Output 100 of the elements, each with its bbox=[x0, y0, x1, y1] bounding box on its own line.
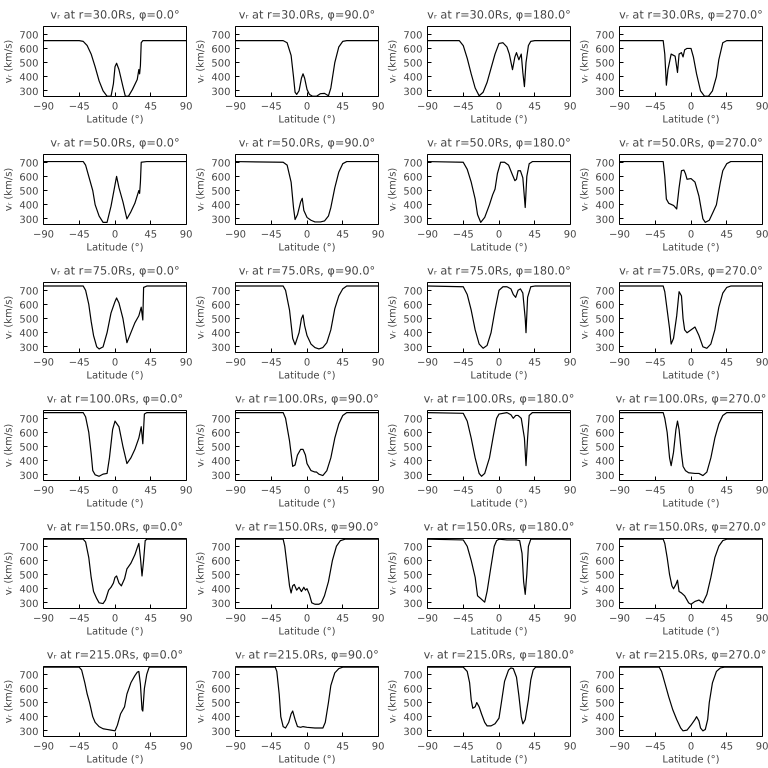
x-tick-label: −45 bbox=[260, 358, 282, 368]
x-tick-label: 90 bbox=[180, 486, 193, 496]
x-tick-label: −45 bbox=[68, 230, 90, 240]
x-axis-title: Latitude (°) bbox=[278, 114, 336, 126]
y-tick-label: 600 bbox=[595, 172, 615, 184]
x-tick-label: −90 bbox=[32, 230, 54, 240]
x-tick-label: 0 bbox=[496, 486, 502, 496]
y-tick-label: 400 bbox=[211, 200, 231, 212]
y-tick-label: 400 bbox=[595, 200, 615, 212]
chart-title: vᵣ at r=150.0Rs, φ=0.0° bbox=[46, 520, 184, 534]
x-tick-label: −90 bbox=[608, 614, 630, 624]
y-tick-label: 300 bbox=[595, 342, 615, 354]
y-tick-label: 300 bbox=[403, 342, 423, 354]
x-tick-label: 90 bbox=[180, 102, 193, 112]
y-tick-label: 300 bbox=[211, 342, 231, 354]
x-tick-label: 0 bbox=[304, 102, 310, 112]
x-axis-title: Latitude (°) bbox=[86, 498, 144, 510]
chart-title: vᵣ at r=30.0Rs, φ=90.0° bbox=[238, 8, 376, 22]
y-tick-label: 600 bbox=[403, 556, 423, 568]
y-tick-label: 600 bbox=[19, 300, 39, 312]
x-tick-label: 0 bbox=[496, 102, 502, 112]
y-tick-label: 300 bbox=[403, 598, 423, 610]
x-tick-label: 45 bbox=[720, 102, 734, 112]
chart-title: vᵣ at r=50.0Rs, φ=180.0° bbox=[427, 136, 571, 150]
y-tick-label: 400 bbox=[19, 584, 39, 596]
y-tick-label: 700 bbox=[211, 542, 231, 554]
x-tick-label: −45 bbox=[644, 486, 666, 496]
x-tick-label: 0 bbox=[112, 230, 118, 240]
y-tick-label: 700 bbox=[19, 670, 39, 682]
y-tick-label: 600 bbox=[211, 44, 231, 56]
y-axis-title: vᵣ (km/s) bbox=[387, 168, 398, 212]
y-tick-label: 700 bbox=[211, 414, 231, 426]
x-tick-label: −45 bbox=[452, 614, 474, 624]
x-tick-label: 90 bbox=[564, 358, 577, 368]
x-tick-label: 45 bbox=[144, 614, 158, 624]
x-axis-title: Latitude (°) bbox=[470, 754, 528, 766]
x-tick-label: −90 bbox=[608, 102, 630, 112]
x-tick-label: −90 bbox=[608, 486, 630, 496]
y-tick-label: 700 bbox=[595, 158, 615, 170]
y-tick-label: 500 bbox=[403, 58, 423, 70]
y-tick-label: 600 bbox=[403, 684, 423, 696]
x-tick-label: −45 bbox=[260, 102, 282, 112]
chart-title: vᵣ at r=75.0Rs, φ=90.0° bbox=[238, 264, 376, 278]
x-tick-label: 45 bbox=[144, 102, 158, 112]
y-tick-label: 500 bbox=[403, 698, 423, 710]
y-tick-label: 600 bbox=[211, 684, 231, 696]
y-tick-label: 500 bbox=[403, 314, 423, 326]
y-axis-title: vᵣ (km/s) bbox=[579, 680, 590, 724]
chart-title: vᵣ at r=150.0Rs, φ=90.0° bbox=[235, 520, 379, 534]
y-tick-label: 400 bbox=[595, 328, 615, 340]
x-axis-title: Latitude (°) bbox=[662, 114, 720, 126]
y-tick-label: 500 bbox=[595, 186, 615, 198]
x-tick-label: 0 bbox=[304, 742, 310, 752]
y-tick-label: 400 bbox=[595, 456, 615, 468]
y-tick-label: 400 bbox=[403, 200, 423, 212]
y-tick-label: 400 bbox=[19, 200, 39, 212]
x-axis-title: Latitude (°) bbox=[662, 626, 720, 638]
x-tick-label: −90 bbox=[416, 358, 438, 368]
chart-title: vᵣ at r=150.0Rs, φ=180.0° bbox=[424, 520, 574, 534]
y-tick-label: 500 bbox=[595, 570, 615, 582]
chart-title: vᵣ at r=50.0Rs, φ=0.0° bbox=[50, 136, 180, 150]
y-tick-label: 300 bbox=[211, 726, 231, 738]
y-tick-label: 300 bbox=[211, 598, 231, 610]
y-tick-label: 400 bbox=[19, 712, 39, 724]
x-tick-label: −45 bbox=[452, 486, 474, 496]
y-axis-title: vᵣ (km/s) bbox=[3, 40, 14, 84]
x-tick-label: 90 bbox=[372, 230, 385, 240]
y-tick-label: 700 bbox=[211, 286, 231, 298]
x-tick-label: −90 bbox=[224, 358, 246, 368]
y-tick-label: 500 bbox=[595, 58, 615, 70]
y-tick-label: 300 bbox=[19, 598, 39, 610]
y-tick-label: 500 bbox=[19, 186, 39, 198]
x-axis-title: Latitude (°) bbox=[86, 242, 144, 254]
x-tick-label: −45 bbox=[260, 230, 282, 240]
x-tick-label: −90 bbox=[32, 358, 54, 368]
x-tick-label: 0 bbox=[688, 742, 694, 752]
x-tick-label: −45 bbox=[644, 230, 666, 240]
x-axis-title: Latitude (°) bbox=[278, 370, 336, 382]
y-axis-title: vᵣ (km/s) bbox=[3, 680, 14, 724]
x-tick-label: 0 bbox=[688, 358, 694, 368]
x-tick-label: 45 bbox=[528, 486, 542, 496]
x-tick-label: 90 bbox=[756, 230, 768, 240]
y-tick-label: 500 bbox=[19, 698, 39, 710]
x-axis-title: Latitude (°) bbox=[662, 754, 720, 766]
x-axis-title: Latitude (°) bbox=[470, 114, 528, 126]
x-tick-label: 90 bbox=[372, 742, 385, 752]
x-tick-label: 45 bbox=[336, 102, 350, 112]
chart-title: vᵣ at r=75.0Rs, φ=270.0° bbox=[619, 264, 763, 278]
y-tick-label: 400 bbox=[403, 456, 423, 468]
y-tick-label: 600 bbox=[595, 300, 615, 312]
chart-title: vᵣ at r=30.0Rs, φ=0.0° bbox=[50, 8, 180, 22]
y-tick-label: 600 bbox=[19, 684, 39, 696]
x-tick-label: 45 bbox=[144, 486, 158, 496]
y-tick-label: 300 bbox=[19, 342, 39, 354]
x-axis-title: Latitude (°) bbox=[470, 242, 528, 254]
y-axis-title: vᵣ (km/s) bbox=[387, 680, 398, 724]
y-tick-label: 500 bbox=[595, 442, 615, 454]
y-tick-label: 600 bbox=[211, 428, 231, 440]
chart-title: vᵣ at r=50.0Rs, φ=270.0° bbox=[619, 136, 763, 150]
x-axis-title: Latitude (°) bbox=[662, 498, 720, 510]
